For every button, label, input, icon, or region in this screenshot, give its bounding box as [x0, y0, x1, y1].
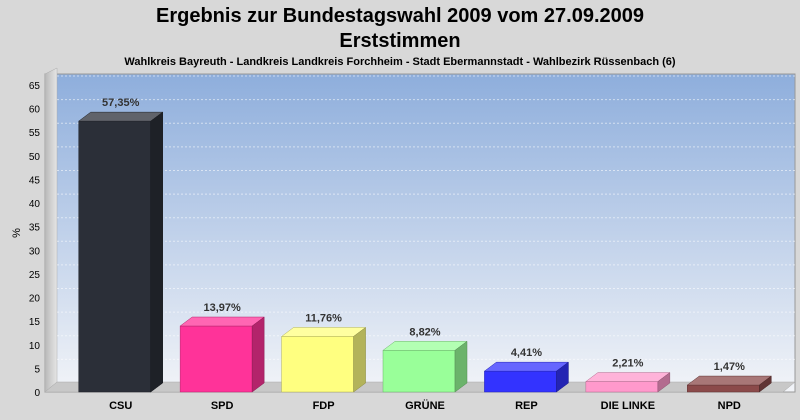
y-tick-label: 25	[29, 270, 41, 281]
y-tick-label: 55	[29, 128, 41, 139]
bar-spd	[179, 316, 265, 393]
y-tick-label: 35	[29, 223, 41, 234]
bar-npd	[686, 375, 773, 393]
bar-fdp	[280, 326, 367, 393]
data-label: 4,41%	[511, 347, 542, 359]
y-axis-title: %	[11, 228, 23, 238]
y-tick-label: 60	[29, 105, 41, 116]
bar-die-linke	[585, 372, 671, 393]
plot-side-wall	[44, 67, 58, 393]
x-tick-label: GRÜNE	[405, 399, 445, 412]
y-tick-label: 45	[29, 175, 41, 186]
y-tick-label: 30	[29, 246, 41, 257]
x-tick-label: CSU	[109, 400, 132, 412]
y-tick-label: 50	[29, 152, 41, 163]
x-tick-label: NPD	[718, 400, 741, 412]
y-tick-label: 5	[34, 364, 40, 375]
bar-csu	[77, 111, 164, 393]
plot-area	[44, 73, 796, 393]
chart-title-2: Erststimmen	[339, 30, 460, 52]
x-tick-label: DIE LINKE	[601, 400, 655, 412]
data-label: 2,21%	[612, 358, 643, 370]
data-label: 1,47%	[714, 361, 745, 373]
x-tick-label: REP	[515, 400, 538, 412]
bar-rep	[483, 361, 570, 393]
y-tick-label: 20	[29, 294, 41, 305]
y-tick-label: 15	[29, 317, 41, 328]
bar-gruene	[382, 340, 468, 393]
data-label: 8,82%	[409, 326, 440, 338]
data-label: 11,76%	[305, 312, 342, 324]
y-tick-label: 40	[29, 199, 41, 210]
chart-subtitle: Wahlkreis Bayreuth - Landkreis Landkreis…	[124, 56, 675, 68]
x-tick-label: SPD	[211, 400, 234, 412]
chart-title: Ergebnis zur Bundestagswahl 2009 vom 27.…	[156, 5, 644, 27]
x-tick-label: FDP	[313, 400, 335, 412]
y-tick-label: 10	[29, 341, 41, 352]
data-label: 13,97%	[203, 302, 241, 314]
data-label: 57,35%	[102, 97, 140, 109]
y-tick-label: 65	[29, 81, 41, 92]
y-tick-label: 0	[34, 388, 40, 399]
